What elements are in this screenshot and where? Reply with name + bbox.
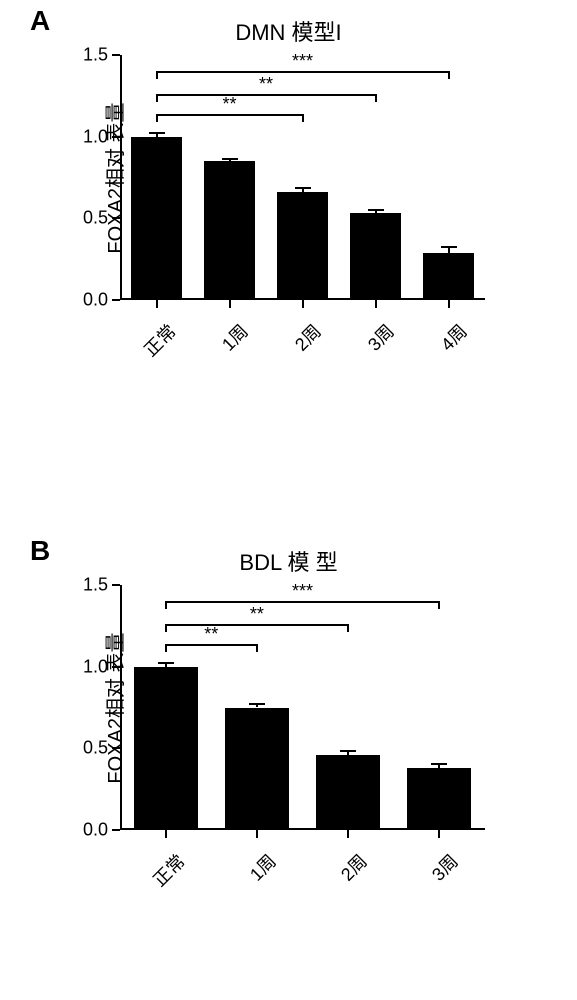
- chart-panel-b: B BDL 模 型 FOXA2相对 表量 0.0 0.5 1.0 1.5 正常 1周 2周 3周…: [0, 530, 577, 1000]
- bar: [423, 253, 474, 300]
- y-axis-label: FOXA2相对 表量: [99, 102, 128, 253]
- significance-label: **: [250, 604, 264, 625]
- x-tick-label: 1周: [216, 318, 254, 356]
- x-tick-label: 正常: [146, 848, 190, 892]
- significance-label: **: [204, 624, 218, 645]
- y-tick-label: 1.5: [83, 45, 108, 66]
- chart-title-b: BDL 模 型: [239, 545, 337, 577]
- significance-label: **: [259, 74, 273, 95]
- x-tick-label: 2周: [289, 318, 327, 356]
- significance-label: **: [222, 94, 236, 115]
- y-tick-label: 1.0: [83, 126, 108, 147]
- bar: [131, 137, 182, 300]
- bar: [350, 213, 401, 300]
- x-tick-label: 4周: [435, 318, 473, 356]
- bar: [204, 161, 255, 300]
- x-tick-label: 2周: [334, 848, 372, 886]
- chart-panel-a: A DMN 模型I FOXA2相对 表量 0.0 0.5 1.0 1.5 正常 1周 2周 3周…: [0, 0, 577, 460]
- bar: [225, 708, 289, 831]
- significance-label: ***: [292, 51, 313, 72]
- x-tick-label: 正常: [137, 318, 181, 362]
- bar: [277, 192, 328, 300]
- bar: [134, 667, 198, 830]
- y-tick-label: 1.0: [83, 656, 108, 677]
- panel-label-a: A: [30, 5, 50, 37]
- x-tick-label: 3周: [426, 848, 464, 886]
- y-tick-label: 1.5: [83, 575, 108, 596]
- chart-area-b: FOXA2相对 表量0.00.51.01.5正常1周2周3周*******: [120, 585, 485, 830]
- y-axis-label: FOXA2相对 表量: [99, 632, 128, 783]
- chart-title-a: DMN 模型I: [235, 15, 341, 47]
- y-tick-label: 0.0: [83, 290, 108, 311]
- panel-label-b: B: [30, 535, 50, 567]
- plot-b: FOXA2相对 表量0.00.51.01.5正常1周2周3周*******: [120, 585, 485, 830]
- plot-a: FOXA2相对 表量0.00.51.01.5正常1周2周3周4周*******: [120, 55, 485, 300]
- y-tick-label: 0.5: [83, 738, 108, 759]
- significance-label: ***: [292, 581, 313, 602]
- y-tick-label: 0.0: [83, 820, 108, 841]
- y-tick-label: 0.5: [83, 208, 108, 229]
- bar: [407, 768, 471, 830]
- x-tick-label: 3周: [362, 318, 400, 356]
- bar: [316, 755, 380, 830]
- x-tick-label: 1周: [243, 848, 281, 886]
- chart-area-a: FOXA2相对 表量0.00.51.01.5正常1周2周3周4周*******: [120, 55, 485, 300]
